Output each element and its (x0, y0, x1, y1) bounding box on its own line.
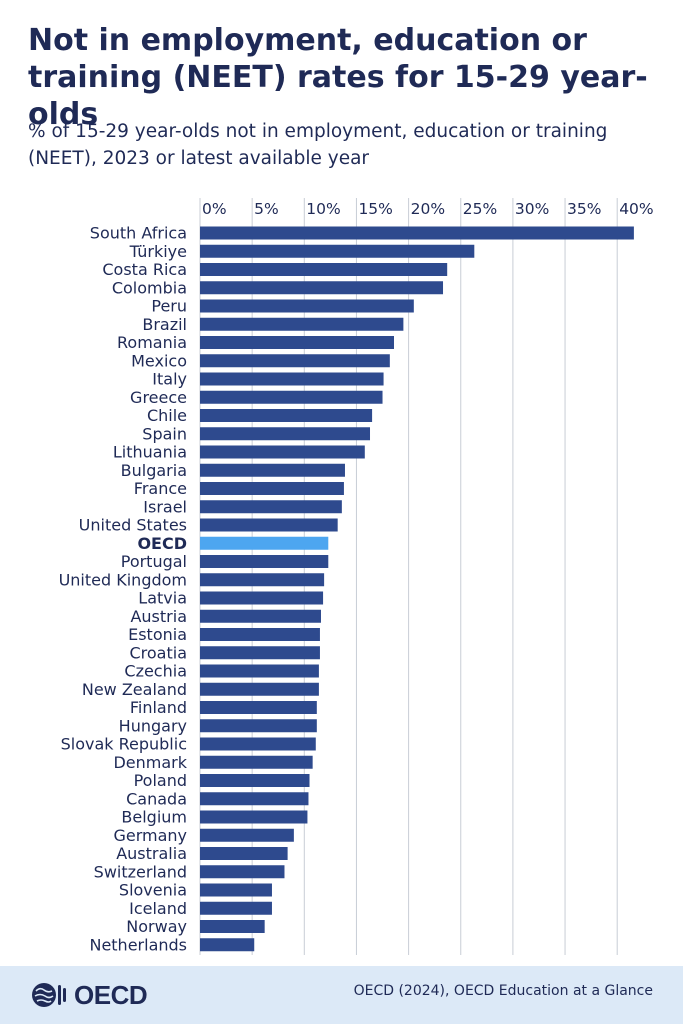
bar (200, 719, 317, 733)
category-label: Slovenia (119, 881, 187, 900)
x-tick-label: 10% (306, 200, 340, 218)
bar (200, 774, 310, 787)
category-label: Belgium (121, 808, 187, 827)
category-label: Switzerland (94, 862, 187, 881)
bar (200, 737, 316, 751)
bar (200, 938, 255, 952)
x-tick-label: 35% (567, 200, 601, 218)
bar (200, 463, 345, 477)
category-label: Austria (130, 607, 187, 626)
category-label: Lithuania (113, 443, 187, 462)
bar (200, 226, 634, 240)
category-label: France (134, 479, 187, 498)
bar (200, 847, 288, 860)
bar (200, 409, 373, 422)
bar (200, 536, 329, 550)
logo-text: OECD (74, 979, 148, 1010)
category-label: Iceland (129, 899, 187, 918)
bar (200, 591, 324, 605)
category-label: Chile (147, 406, 187, 425)
bar (200, 354, 390, 368)
category-label: Germany (113, 826, 187, 845)
category-label: Australia (116, 844, 187, 863)
category-label: Norway (126, 917, 187, 936)
bar (200, 482, 344, 495)
category-label: Denmark (113, 753, 187, 772)
bar (200, 701, 317, 714)
category-label: United Kingdom (59, 570, 187, 589)
x-tick-label: 5% (254, 200, 279, 218)
category-label: New Zealand (82, 680, 187, 699)
bar (200, 518, 338, 532)
bar (200, 920, 265, 933)
category-label: Türkiye (129, 242, 187, 261)
category-label: Mexico (131, 351, 187, 370)
category-label: Croatia (129, 643, 187, 662)
bar (200, 682, 319, 696)
x-tick-label: 0% (202, 200, 227, 218)
category-label: Italy (152, 370, 187, 389)
bar (200, 664, 319, 678)
bar (200, 828, 294, 842)
bar (200, 810, 308, 824)
category-label: Bulgaria (121, 461, 187, 480)
bar (200, 555, 329, 568)
footer: OECD OECD (2024), OECD Education at a Gl… (0, 966, 683, 1024)
globe-icon (32, 983, 66, 1007)
bar (200, 646, 320, 660)
oecd-logo: OECD (30, 979, 148, 1011)
bar (200, 901, 272, 915)
category-label: Slovak Republic (61, 735, 187, 754)
category-label: Israel (143, 497, 187, 516)
category-label: United States (79, 516, 187, 535)
bar (200, 263, 448, 276)
chart-title: Not in employment, education or training… (28, 23, 648, 132)
x-tick-label: 30% (515, 200, 549, 218)
bar (200, 317, 404, 331)
bar (200, 299, 414, 313)
bar (200, 427, 371, 441)
bar (200, 792, 309, 806)
bar (200, 390, 383, 404)
category-label: Netherlands (89, 935, 187, 954)
category-label: OECD (137, 534, 187, 553)
bar (200, 372, 384, 386)
chart-subtitle: % of 15-29 year-olds not in employment, … (28, 121, 608, 169)
x-tick-label: 20% (411, 200, 445, 218)
category-label: Brazil (142, 315, 187, 334)
bar (200, 628, 320, 641)
category-label: Costa Rica (102, 260, 187, 279)
category-label: Hungary (119, 716, 187, 735)
x-tick-label: 15% (358, 200, 392, 218)
category-label: Czechia (124, 662, 187, 681)
source-note: OECD (2024), OECD Education at a Glance (353, 983, 653, 999)
category-label: Romania (117, 333, 187, 352)
bar (200, 755, 313, 769)
bar (200, 609, 321, 623)
category-label: Canada (126, 789, 187, 808)
bar (200, 445, 365, 459)
category-label: Finland (130, 698, 187, 717)
x-tick-label: 40% (619, 200, 653, 218)
category-label: Poland (134, 771, 187, 790)
bar (200, 336, 394, 349)
category-label: Latvia (138, 589, 187, 608)
category-label: Spain (142, 424, 187, 443)
category-label: Greece (130, 388, 187, 407)
bar (200, 883, 272, 897)
category-label: Peru (151, 297, 187, 316)
bar (200, 281, 444, 295)
category-label: Colombia (112, 278, 187, 297)
category-label: Estonia (128, 625, 187, 644)
x-tick-label: 25% (463, 200, 497, 218)
bar (200, 500, 342, 514)
bar (200, 244, 475, 258)
bar (200, 865, 285, 879)
category-label: South Africa (90, 224, 187, 243)
bar-chart: 0% 5% 10% 15% 20% 25% 30% 35% 40% South AfricaTür… (59, 198, 654, 955)
category-label: Portugal (121, 552, 187, 571)
bar (200, 573, 325, 587)
